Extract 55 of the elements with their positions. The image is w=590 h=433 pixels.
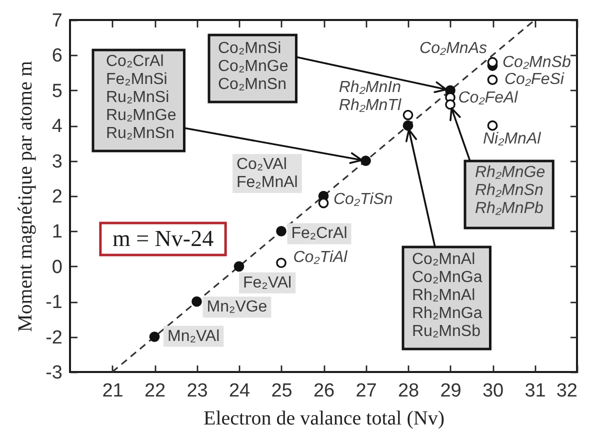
- x-tick-label: 30: [482, 380, 504, 402]
- annotation: Co₂TiAl: [293, 248, 348, 266]
- annotation: Co₂MnAs: [420, 40, 487, 57]
- x-tick-label: 28: [398, 380, 420, 402]
- x-tick-label: 27: [356, 380, 377, 402]
- point: [234, 261, 244, 272]
- y-tick-label: 3: [52, 151, 62, 172]
- annotation: Co₂CrAl Fe₂MnSi Ru₂MnSi Ru₂MnGe Ru₂MnSn: [106, 53, 176, 142]
- y-tick-label: 6: [52, 46, 62, 67]
- x-axis-title: Electron de valance total (Nv): [204, 408, 444, 430]
- annotation: Co₂FeAl: [458, 89, 518, 106]
- annotation: Mn₂VGe: [206, 298, 268, 316]
- x-tick-label: 21: [102, 380, 124, 402]
- annotation: Ni₂MnAl: [483, 130, 542, 148]
- annotation: Co₂FeSi: [504, 70, 564, 88]
- y-tick-label: 7: [52, 10, 62, 32]
- x-tick-label: 24: [228, 380, 250, 402]
- annotation: Fe₂CrAl: [291, 225, 348, 242]
- point: [318, 198, 329, 208]
- point: [445, 99, 456, 110]
- annotation: Co₂MnAl Co₂MnGa Rh₂MnAl Rh₂MnGa Ru₂MnSb: [412, 251, 482, 340]
- x-tick-label: 23: [186, 380, 208, 402]
- point: [487, 74, 498, 86]
- point: [276, 258, 286, 268]
- annotation: Co₂MnSi Co₂MnGe Co₂MnSn: [218, 40, 288, 93]
- annotation: Fe₂VAl: [243, 274, 292, 292]
- y-tick-label: -1: [46, 292, 62, 314]
- point: [487, 57, 498, 68]
- point: [149, 332, 160, 342]
- annotation: Co₂TiSn: [334, 191, 393, 208]
- x-tick-label: 22: [144, 380, 166, 402]
- point: [276, 226, 286, 236]
- point: [192, 296, 202, 307]
- x-tick-label: 31: [524, 380, 546, 402]
- y-tick-label: -3: [46, 362, 62, 384]
- x-tick-label: 32: [556, 380, 578, 402]
- point: [360, 156, 371, 166]
- x-tick-label: 29: [440, 380, 462, 402]
- point: [402, 120, 414, 131]
- annotation: m = Nv-24: [112, 226, 214, 251]
- y-tick-label: -2: [46, 327, 62, 348]
- annotation: Rh₂MnGe Rh₂MnSn Rh₂MnPb: [475, 164, 546, 217]
- x-tick-label: 26: [313, 380, 335, 402]
- point: [487, 120, 498, 131]
- y-tick-label: 5: [52, 80, 62, 102]
- y-tick-label: 1: [52, 222, 62, 243]
- annotation: Mn₂VAl: [168, 328, 220, 345]
- y-tick-label: 4: [52, 116, 63, 138]
- point: [402, 110, 414, 120]
- y-tick-label: 0: [52, 256, 62, 278]
- y-axis-title: Moment magnétique par atome m: [14, 60, 37, 332]
- x-tick-label: 25: [271, 380, 292, 402]
- annotation: Co₂MnSb: [502, 54, 571, 72]
- y-tick-label: 2: [52, 186, 62, 208]
- annotation: Rh₂MnIn Rh₂MnTl: [338, 79, 402, 114]
